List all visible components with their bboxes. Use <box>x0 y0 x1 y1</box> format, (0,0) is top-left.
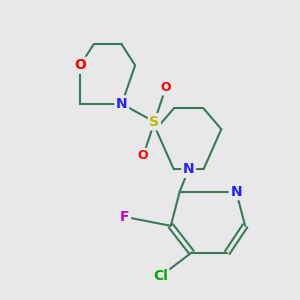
Text: N: N <box>116 97 128 111</box>
Text: O: O <box>160 81 171 94</box>
Text: O: O <box>74 58 86 72</box>
Text: N: N <box>183 162 194 176</box>
Text: F: F <box>120 210 130 224</box>
Text: S: S <box>149 115 160 129</box>
Text: O: O <box>138 149 148 162</box>
Text: Cl: Cl <box>153 269 168 283</box>
Text: N: N <box>230 184 242 199</box>
